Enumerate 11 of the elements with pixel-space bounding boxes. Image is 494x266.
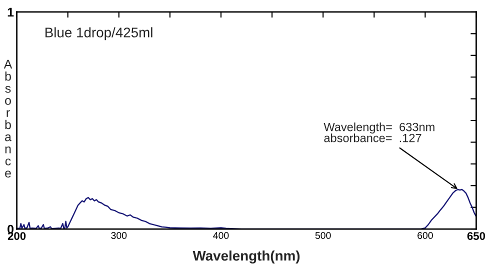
annotation: Wavelength= 633nm absorbance= .127 <box>324 122 434 142</box>
x-axis-title: Wavelength(nm) <box>192 250 300 264</box>
x-tick-label: 400 <box>213 232 229 239</box>
x-tick-label: 650 <box>467 232 486 240</box>
text: Absorbance <box>4 60 12 178</box>
x-tick-label: 600 <box>418 232 433 239</box>
x-tick-label: 500 <box>315 232 331 239</box>
y-tick-label: 1 <box>8 8 14 16</box>
text: Blue 1drop/425ml <box>46 27 152 40</box>
x-tick-label: 300 <box>111 232 127 239</box>
x-tick-label: 200 <box>8 232 26 240</box>
